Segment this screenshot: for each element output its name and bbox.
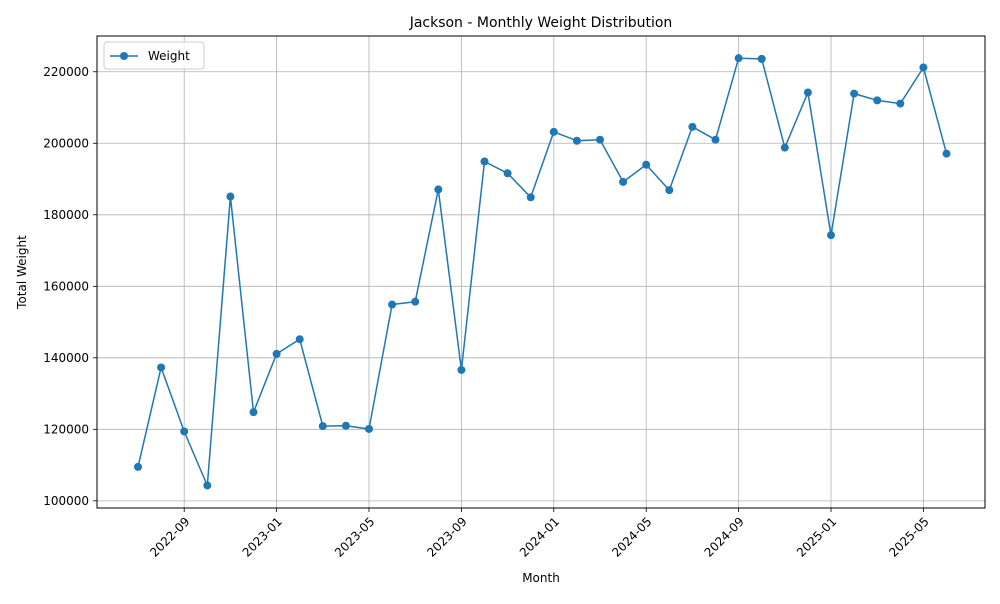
data-point — [572, 136, 581, 145]
data-point — [434, 185, 443, 194]
legend: Weight — [103, 41, 205, 70]
x-tick-label: 2025-05 — [886, 514, 931, 559]
data-point — [341, 421, 350, 430]
data-point — [596, 135, 604, 144]
legend-box — [103, 41, 205, 70]
data-point — [873, 96, 882, 105]
x-axis-ticks: 2022-09 2023-01 2023-05 2023-09 2024-01 2024-… — [147, 508, 932, 560]
data-point — [272, 349, 281, 358]
data-point — [780, 143, 789, 152]
x-tick-label: 2023-05 — [332, 514, 377, 559]
x-tick-label: 2024-09 — [702, 514, 747, 559]
data-point — [665, 186, 674, 195]
data-point — [411, 297, 420, 306]
x-tick-label: 2023-09 — [424, 514, 469, 559]
data-point — [480, 157, 489, 166]
x-tick-label: 2022-09 — [147, 514, 192, 559]
data-point — [757, 54, 766, 63]
data-point — [134, 462, 142, 471]
y-tick-label: 140000 — [43, 351, 89, 365]
x-tick-label: 2025-01 — [794, 514, 839, 559]
y-axis-label: Total Weight — [15, 235, 29, 310]
data-point — [365, 424, 373, 433]
data-point — [688, 122, 697, 131]
data-point — [295, 335, 304, 344]
series-weight — [134, 54, 951, 490]
data-point — [711, 135, 720, 144]
y-tick-label: 200000 — [43, 136, 89, 150]
data-point — [919, 63, 928, 72]
x-axis-label: Month — [522, 571, 560, 585]
data-point — [619, 177, 628, 186]
data-point — [827, 231, 835, 240]
data-point — [318, 422, 327, 431]
data-point — [180, 427, 189, 436]
x-tick-label: 2024-01 — [517, 514, 562, 559]
data-point — [388, 300, 397, 309]
y-axis-ticks: 100000 120000 140000 160000 180000 200000 2200… — [43, 65, 97, 508]
legend-point-marker — [120, 52, 128, 60]
data-point — [203, 481, 212, 490]
data-point — [896, 99, 905, 108]
legend-label-weight: Weight — [148, 49, 190, 63]
data-point — [526, 193, 535, 202]
chart-title: Jackson - Monthly Weight Distribution — [409, 15, 673, 31]
data-point — [850, 89, 859, 98]
data-point — [457, 365, 466, 374]
y-tick-label: 180000 — [43, 208, 89, 222]
data-point — [803, 88, 812, 97]
data-point — [226, 192, 235, 201]
data-point — [157, 363, 166, 372]
plot-frame — [96, 35, 986, 509]
data-point — [549, 127, 558, 136]
data-point — [249, 408, 258, 417]
y-tick-label: 120000 — [43, 422, 89, 436]
data-point — [642, 160, 651, 169]
x-tick-label: 2023-01 — [240, 514, 285, 559]
y-tick-label: 100000 — [43, 494, 89, 508]
data-point — [734, 54, 743, 63]
data-point — [503, 169, 512, 178]
x-tick-label: 2024-05 — [609, 514, 654, 559]
grid-lines — [97, 36, 985, 508]
y-tick-label: 160000 — [43, 279, 89, 293]
series-line-weight — [137, 57, 948, 487]
data-point — [942, 149, 951, 158]
y-tick-label: 220000 — [43, 65, 89, 79]
